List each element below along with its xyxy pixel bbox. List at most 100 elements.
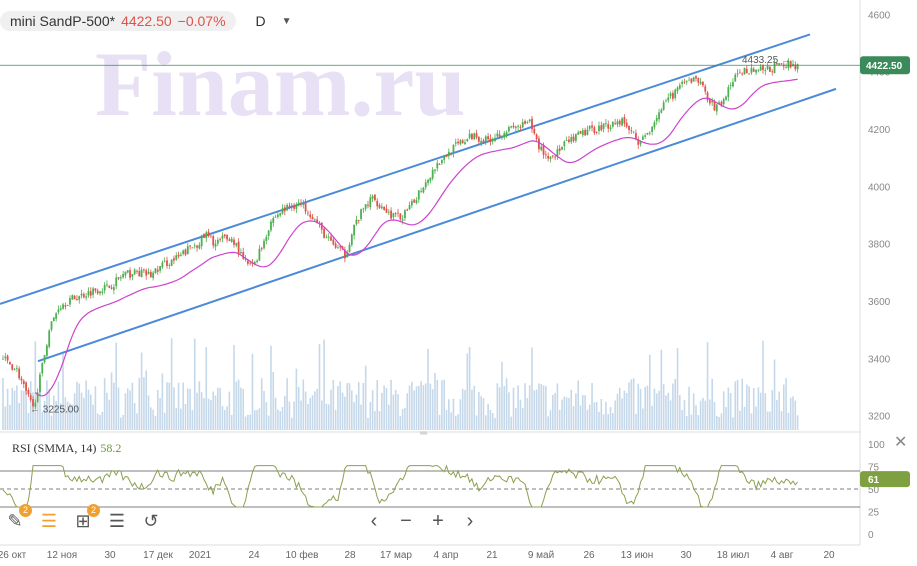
scroll-right-button[interactable]: › [466,510,474,532]
volume-bar [284,395,286,430]
candle-body [420,191,423,192]
candle-body [533,128,536,134]
volume-bar [120,417,122,430]
candle-body [249,262,252,264]
candle-body [99,291,101,294]
volume-bar [491,412,494,430]
volume-bar [690,414,693,430]
candle-body [748,73,751,75]
volume-bar [4,406,7,430]
settings-button[interactable]: ☰ [106,510,128,532]
candle-body [616,121,619,125]
volume-bar [281,407,284,430]
volume-bar [182,382,184,430]
volume-bar [545,386,547,430]
volume-bar [616,393,619,430]
candle-body [307,212,309,214]
candle-body [149,271,152,278]
candle-body [713,101,716,111]
volume-bar [418,385,420,430]
volume-bar [286,378,288,430]
volume-bar [582,395,584,430]
volume-bar [348,383,351,430]
candle-body [378,205,381,208]
volume-bar [588,404,591,430]
candle-body [43,355,46,363]
volume-bar [267,415,270,430]
volume-bar [789,397,792,430]
candle-body [406,209,409,211]
volume-bar [505,378,508,430]
volume-bar [152,409,154,430]
timeframe-selector[interactable]: D [255,13,266,29]
candle-body [122,273,125,278]
volume-bar [233,345,235,430]
volume-bar [521,407,524,430]
candle-body [399,213,402,220]
candle-body [579,131,582,134]
rsi-tick-label: 50 [868,485,880,496]
candle-body [584,129,587,136]
volume-bar [2,377,4,430]
volume-bar [639,389,642,430]
draw-tool-button[interactable]: ✎ 2 [4,504,32,532]
volume-bar [526,398,529,430]
add-indicator-button[interactable]: ⊞ 2 [72,504,100,532]
candle-body [343,249,346,259]
candle-body [720,101,723,106]
candle-body [235,242,238,246]
notes-button[interactable]: ☰ [38,510,60,532]
candle-body [528,119,531,122]
candle-body [374,194,376,201]
candle-body [62,304,64,309]
volume-bar [464,389,466,430]
scroll-left-button[interactable]: ‹ [370,510,378,532]
volume-bar [221,406,224,430]
volume-bar [748,386,750,430]
close-panel-icon[interactable]: ✕ [894,434,908,451]
zoom-out-button[interactable]: − [400,510,412,532]
volume-bar [727,387,730,430]
volume-bar [314,391,316,430]
candle-body [300,202,302,205]
candle-body [531,118,533,130]
volume-bar [50,415,53,430]
volume-bar [517,385,519,430]
candle-body [78,296,81,300]
candle-body [80,293,83,296]
candle-body [551,155,554,157]
volume-bar [794,400,797,430]
volume-bar [320,400,323,430]
reset-button[interactable]: ↺ [140,510,162,532]
volume-bar [501,361,503,430]
candle-body [332,239,335,245]
symbol-selector[interactable]: mini SandP-500* 4422.50 −0.07% [0,11,236,31]
candle-body [676,87,679,92]
candle-body [443,155,446,160]
chevron-down-icon[interactable]: ▼ [281,15,292,27]
candle-body [510,126,513,128]
candle-body [179,254,182,256]
candle-body [4,356,7,359]
candle-body [156,269,159,272]
candle-body [789,60,792,68]
volume-bar [424,383,427,430]
draw-count-badge: 2 [19,504,32,517]
volume-bar [263,391,265,430]
volume-bar [203,398,205,430]
candle-body [133,269,136,275]
candle-body [293,205,295,209]
volume-bar [355,394,358,430]
candle-body [221,235,224,239]
candle-body [13,369,16,370]
candle-body [570,137,573,142]
zoom-in-button[interactable]: + [432,510,444,532]
candle-body [186,246,189,255]
volume-bar [143,377,145,430]
candle-body [69,298,71,305]
volume-bar [607,414,610,430]
candle-body [519,126,522,128]
candle-body [131,274,134,277]
volume-bar [542,385,545,430]
